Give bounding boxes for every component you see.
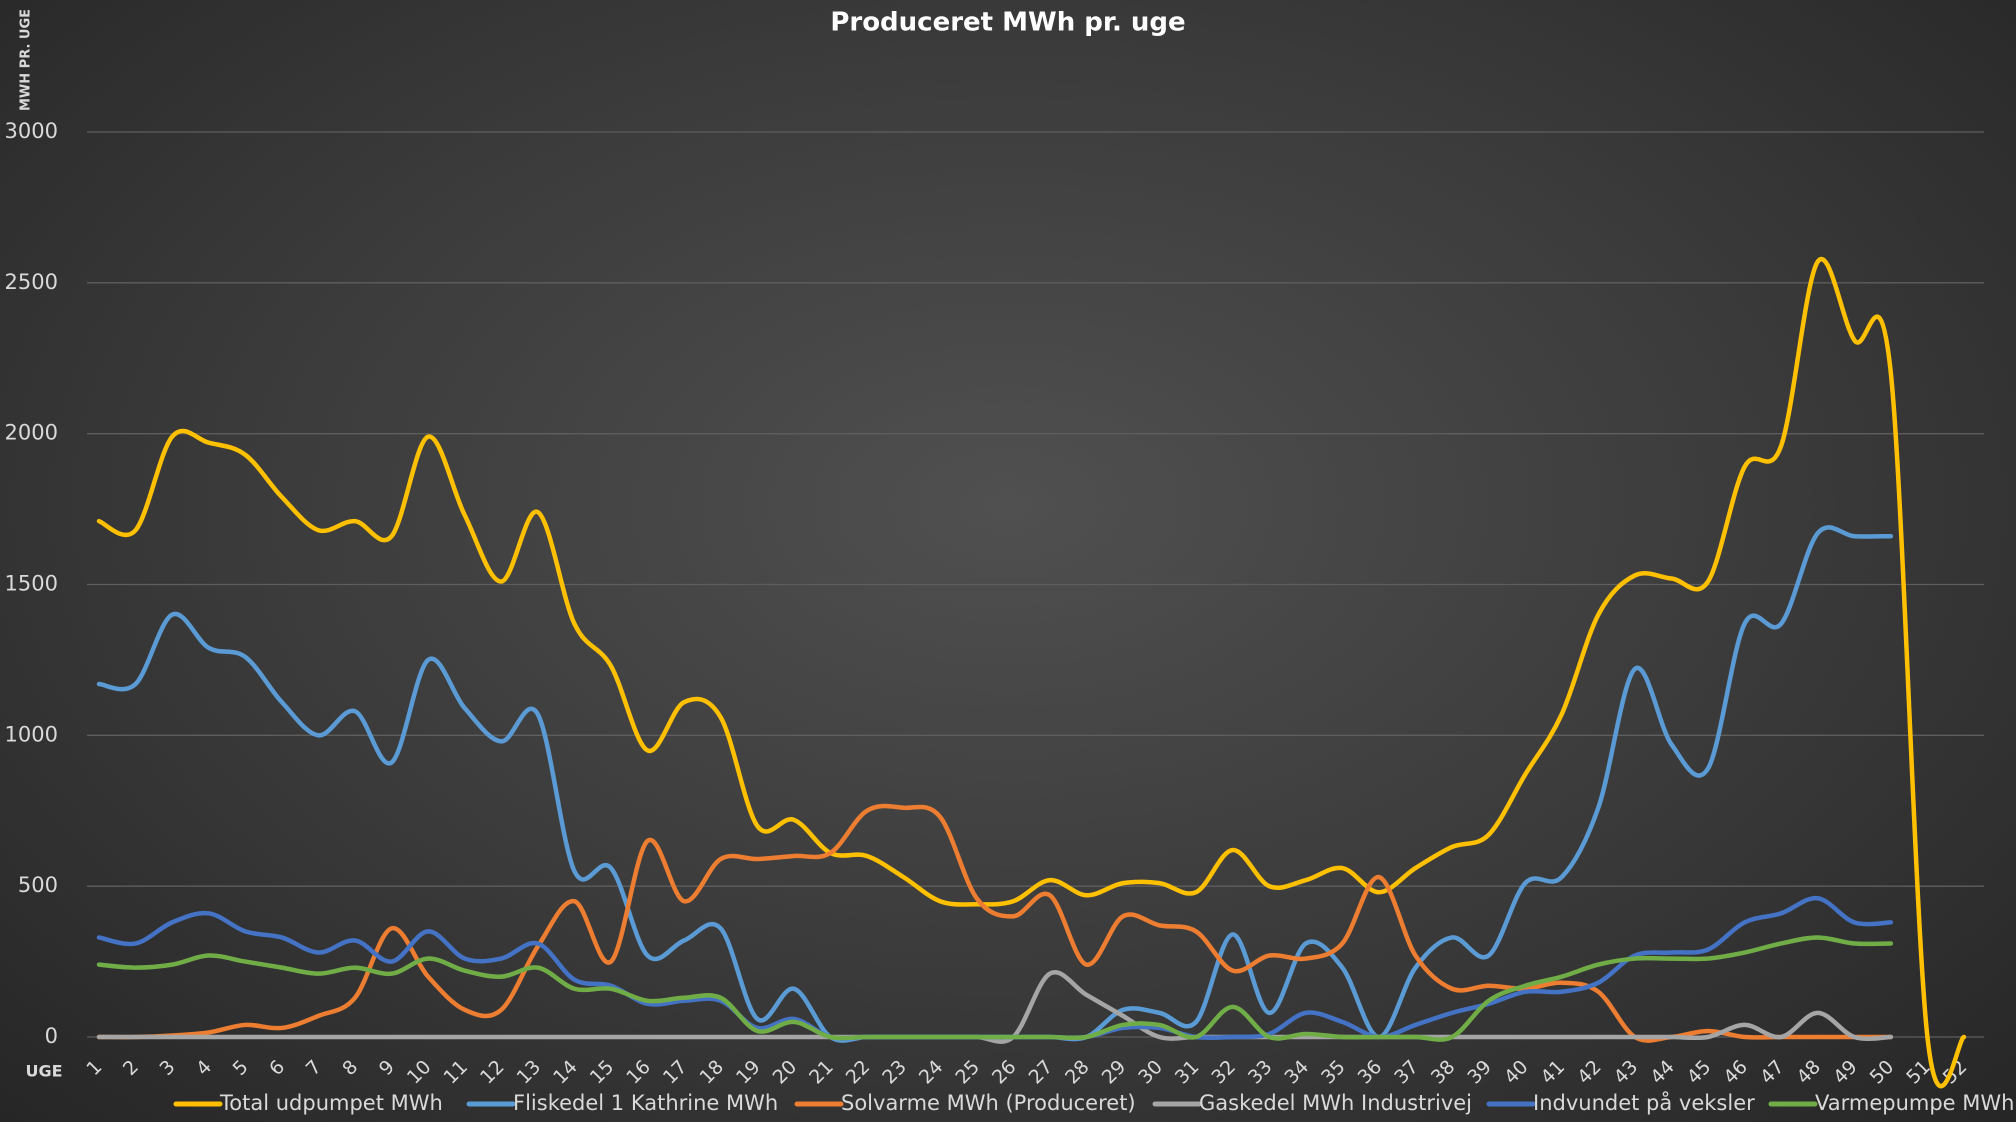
x-tick-label: 18 xyxy=(695,1056,728,1089)
x-tick-label: 9 xyxy=(375,1056,399,1080)
x-tick-label: 31 xyxy=(1171,1056,1204,1089)
y-tick-label: 0 xyxy=(45,1024,58,1048)
series-line xyxy=(96,970,1894,1044)
x-tick-label: 42 xyxy=(1573,1056,1606,1089)
x-tick-label: 44 xyxy=(1646,1056,1679,1089)
y-tick-label: 3000 xyxy=(5,119,58,143)
x-tick-label: 45 xyxy=(1683,1056,1716,1089)
legend-label: Fliskedel 1 Kathrine MWh xyxy=(513,1091,778,1115)
x-tick-label: 5 xyxy=(229,1056,253,1080)
x-tick-label: 50 xyxy=(1866,1056,1899,1089)
legend-item: Gaskedel MWh Industrivej xyxy=(1152,1091,1472,1115)
x-tick-label: 28 xyxy=(1061,1056,1094,1089)
x-axis-label: UGE xyxy=(25,1062,62,1081)
x-tick-label: 20 xyxy=(769,1056,802,1089)
x-tick-label: 21 xyxy=(805,1056,838,1089)
chart-title: Produceret MWh pr. uge xyxy=(830,8,1185,38)
x-tick-label: 4 xyxy=(192,1056,216,1080)
x-tick-label: 37 xyxy=(1390,1056,1423,1089)
x-tick-label: 47 xyxy=(1756,1056,1789,1089)
x-tick-label: 7 xyxy=(302,1056,326,1080)
x-tick-label: 10 xyxy=(403,1056,436,1089)
x-tick-label: 29 xyxy=(1098,1056,1131,1089)
x-tick-label: 12 xyxy=(476,1056,509,1089)
x-tick-label: 35 xyxy=(1317,1056,1350,1089)
legend-item: Varmepumpe MWh xyxy=(1768,1091,2014,1115)
x-tick-label: 49 xyxy=(1829,1056,1862,1089)
x-tick-label: 25 xyxy=(951,1056,984,1089)
x-tick-label: 33 xyxy=(1244,1056,1277,1089)
x-tick-label: 11 xyxy=(439,1056,472,1089)
y-tick-label: 2000 xyxy=(5,421,58,445)
x-tick-label: 17 xyxy=(659,1056,692,1089)
legend-label: Varmepumpe MWh xyxy=(1815,1091,2014,1115)
x-tick-label: 23 xyxy=(878,1056,911,1089)
x-tick-label: 34 xyxy=(1281,1056,1314,1089)
legend-item: Solvarme MWh (Produceret) xyxy=(794,1091,1136,1115)
x-tick-label: 38 xyxy=(1427,1056,1460,1089)
legend-label: Gaskedel MWh Industrivej xyxy=(1199,1091,1472,1115)
series-line xyxy=(96,256,1967,1089)
y-axis-label: MWH PR. UGE xyxy=(19,9,34,111)
x-tick-label: 16 xyxy=(622,1056,655,1089)
x-tick-label: 1 xyxy=(82,1056,106,1080)
x-tick-label: 36 xyxy=(1354,1056,1387,1089)
x-tick-label: 27 xyxy=(1025,1056,1058,1089)
x-tick-label: 39 xyxy=(1463,1056,1496,1089)
x-tick-label: 3 xyxy=(155,1056,179,1080)
x-tick-label: 46 xyxy=(1719,1056,1752,1089)
x-tick-label: 26 xyxy=(988,1056,1021,1089)
x-tick-label: 6 xyxy=(265,1056,289,1080)
legend-label: Indvundet på veksler xyxy=(1533,1090,1755,1115)
legend-item: Fliskedel 1 Kathrine MWh xyxy=(466,1091,778,1115)
x-tick-label: 19 xyxy=(732,1056,765,1089)
legend-label: Solvarme MWh (Produceret) xyxy=(841,1091,1136,1115)
x-tick-label: 43 xyxy=(1610,1056,1643,1089)
x-tick-label: 15 xyxy=(586,1056,619,1089)
y-tick-label: 1500 xyxy=(5,572,58,596)
y-tick-label: 2500 xyxy=(5,270,58,294)
x-tick-label: 22 xyxy=(842,1056,875,1089)
x-tick-label: 48 xyxy=(1792,1056,1825,1089)
x-tick-label: 14 xyxy=(549,1056,582,1089)
series-line xyxy=(96,803,1894,1043)
legend-label: Total udpumpet MWh xyxy=(219,1091,443,1115)
legend-item: Indvundet på veksler xyxy=(1486,1090,1755,1115)
x-tick-label: 2 xyxy=(119,1056,143,1080)
x-tick-label: 40 xyxy=(1500,1056,1533,1089)
legend-item: Total udpumpet MWh xyxy=(173,1091,443,1115)
x-tick-label: 8 xyxy=(338,1056,362,1080)
series-line xyxy=(96,935,1894,1042)
x-tick-label: 13 xyxy=(513,1056,546,1089)
x-tick-label: 30 xyxy=(1134,1056,1167,1089)
y-tick-label: 1000 xyxy=(5,722,58,746)
x-tick-label: 32 xyxy=(1207,1056,1240,1089)
y-tick-label: 500 xyxy=(18,873,58,897)
x-tick-label: 41 xyxy=(1537,1056,1570,1089)
x-tick-label: 24 xyxy=(915,1056,948,1089)
